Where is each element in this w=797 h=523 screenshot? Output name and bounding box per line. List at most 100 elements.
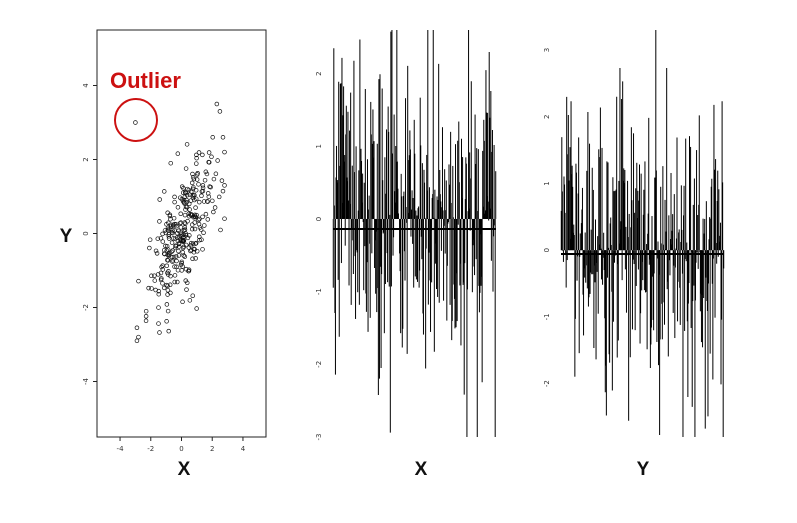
y-series-x-axis-label: Y <box>637 459 650 480</box>
scatter-point <box>179 259 184 265</box>
scatter-point <box>196 182 201 187</box>
scatter-point <box>203 169 209 175</box>
scatter-y-ticks: -4 -2 0 2 4 <box>82 83 97 385</box>
scatter-point <box>222 216 227 221</box>
scatter-point <box>166 236 172 241</box>
scatter-point <box>165 225 171 230</box>
scatter-point <box>199 237 204 242</box>
scatter-point <box>162 228 168 233</box>
scatter-point <box>201 230 206 235</box>
scatter-point <box>165 308 171 314</box>
scatter-point <box>187 233 192 238</box>
scatter-point <box>200 183 206 188</box>
scatter-point <box>212 205 218 210</box>
scatter-point <box>187 298 193 303</box>
y-series-panel: -2 -1 0 1 2 3 Y <box>543 30 725 480</box>
scatter-point <box>136 278 141 284</box>
scatter-point <box>152 278 158 283</box>
scatter-point <box>193 240 199 246</box>
scatter-point <box>134 325 140 330</box>
scatter-point <box>172 264 177 269</box>
scatter-point <box>172 236 178 242</box>
scatter-point <box>200 247 205 252</box>
scatter-point <box>180 250 185 255</box>
scatter-point <box>146 285 151 291</box>
scatter-point <box>191 176 197 182</box>
y-series-y-tick-label: -1 <box>543 313 551 320</box>
scatter-point <box>197 234 202 240</box>
scatter-point <box>173 243 179 249</box>
scatter-point <box>156 305 161 310</box>
scatter-point <box>170 258 175 263</box>
scatter-point <box>147 245 152 251</box>
scatter-point <box>220 135 226 140</box>
scatter-point <box>164 263 170 269</box>
x-series-x-axis-label: X <box>415 459 428 480</box>
y-series-bars <box>560 30 725 437</box>
scatter-y-tick-label: 2 <box>82 157 90 161</box>
scatter-point <box>180 245 186 251</box>
scatter-point <box>174 230 180 236</box>
scatter-y-tick-label: 4 <box>82 83 90 88</box>
scatter-point <box>181 232 186 237</box>
scatter-point <box>183 204 189 210</box>
scatter-point <box>189 226 195 232</box>
y-series-y-tick-label: 3 <box>543 48 551 52</box>
scatter-point <box>193 241 198 246</box>
scatter-point <box>178 225 184 230</box>
scatter-point <box>164 302 170 307</box>
scatter-point <box>165 252 170 257</box>
x-series-y-tick-label: 2 <box>315 71 323 75</box>
scatter-point <box>184 197 189 203</box>
x-series-y-tick-label: -3 <box>315 434 323 441</box>
scatter-point <box>181 197 187 203</box>
scatter-point <box>192 214 198 220</box>
x-series-y-tick-label: 1 <box>315 144 323 148</box>
scatter-point <box>179 268 184 273</box>
scatter-point <box>193 205 198 210</box>
scatter-point <box>157 219 162 224</box>
scatter-point <box>215 158 220 163</box>
scatter-point <box>190 293 195 298</box>
scatter-point <box>219 178 225 183</box>
scatter-point <box>177 195 183 200</box>
scatter-point <box>163 243 168 249</box>
scatter-point <box>165 258 171 263</box>
scatter-point <box>175 267 181 273</box>
scatter-point <box>147 237 153 242</box>
scatter-point <box>176 248 181 254</box>
scatter-x-axis-label: X <box>178 459 191 480</box>
y-series-y-tick-label: -2 <box>543 380 551 387</box>
scatter-point <box>153 287 158 293</box>
scatter-point <box>182 220 187 225</box>
scatter-point <box>205 217 211 222</box>
scatter-point <box>201 199 207 204</box>
scatter-point <box>210 135 215 140</box>
scatter-point <box>190 171 195 177</box>
scatter-point <box>178 230 183 235</box>
scatter-point <box>194 177 200 182</box>
scatter-point <box>181 234 186 240</box>
scatter-point <box>143 318 149 324</box>
scatter-point <box>194 155 199 161</box>
scatter-point <box>177 220 183 226</box>
scatter-point <box>211 176 217 182</box>
scatter-y-tick-label: -4 <box>82 377 90 385</box>
scatter-point <box>176 244 182 249</box>
scatter-point <box>170 248 176 253</box>
scatter-point <box>197 216 202 222</box>
scatter-point <box>167 282 173 288</box>
scatter-point <box>134 338 140 344</box>
scatter-x-tick-label: 0 <box>179 445 183 453</box>
scatter-point <box>172 194 177 200</box>
scatter-point <box>192 220 197 225</box>
scatter-point <box>197 237 202 243</box>
scatter-point <box>160 263 165 268</box>
scatter-point <box>194 152 199 158</box>
scatter-point <box>157 330 162 335</box>
y-series-y-ticks: -2 -1 0 1 2 3 <box>543 48 551 387</box>
scatter-point <box>161 247 167 253</box>
scatter-point <box>218 227 223 233</box>
scatter-point <box>194 161 199 166</box>
scatter-point <box>211 209 216 215</box>
